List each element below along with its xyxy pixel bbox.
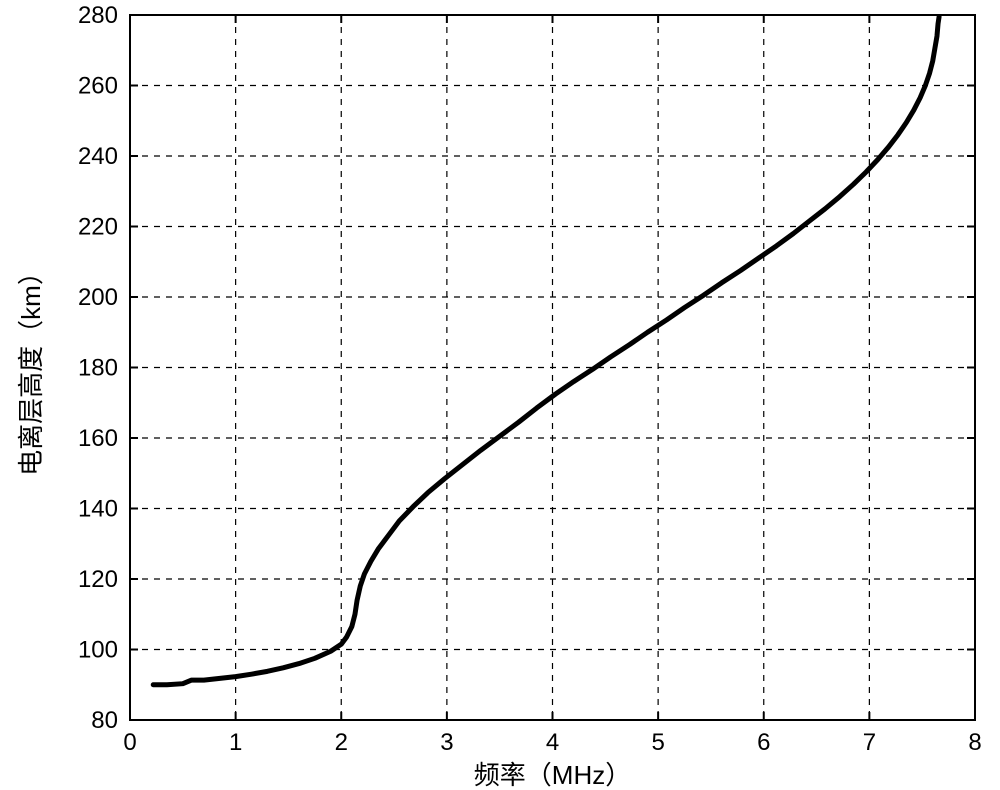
y-tick-label: 180 [78, 355, 118, 382]
x-tick-label: 4 [546, 729, 559, 756]
y-tick-label: 140 [78, 496, 118, 523]
y-tick-label: 80 [91, 707, 118, 734]
y-tick-label: 200 [78, 284, 118, 311]
x-tick-label: 6 [757, 729, 770, 756]
line-chart: 0 1 2 3 4 5 6 7 8 80 100 120 140 160 180 200 220 240 260 28… [0, 0, 1000, 790]
x-tick-label: 2 [335, 729, 348, 756]
chart-container: 0 1 2 3 4 5 6 7 8 80 100 120 140 160 180 200 220 240 260 28… [0, 0, 1000, 790]
x-tick-label: 3 [440, 729, 453, 756]
y-tick-label: 160 [78, 425, 118, 452]
y-tick-label: 240 [78, 143, 118, 170]
y-tick-label: 220 [78, 214, 118, 241]
y-tick-label: 260 [78, 73, 118, 100]
x-axis-title: 频率（MHz） [474, 760, 631, 790]
y-tick-label: 100 [78, 637, 118, 664]
y-tick-label: 120 [78, 566, 118, 593]
y-tick-label: 280 [78, 2, 118, 29]
x-tick-label: 1 [229, 729, 242, 756]
series-ionosphere-profile [153, 17, 939, 685]
x-tick-label: 7 [863, 729, 876, 756]
x-tick-label: 0 [123, 729, 136, 756]
y-axis-title: 电离层高度（km） [16, 259, 46, 476]
x-tick-label: 8 [968, 729, 981, 756]
x-tick-label: 5 [651, 729, 664, 756]
